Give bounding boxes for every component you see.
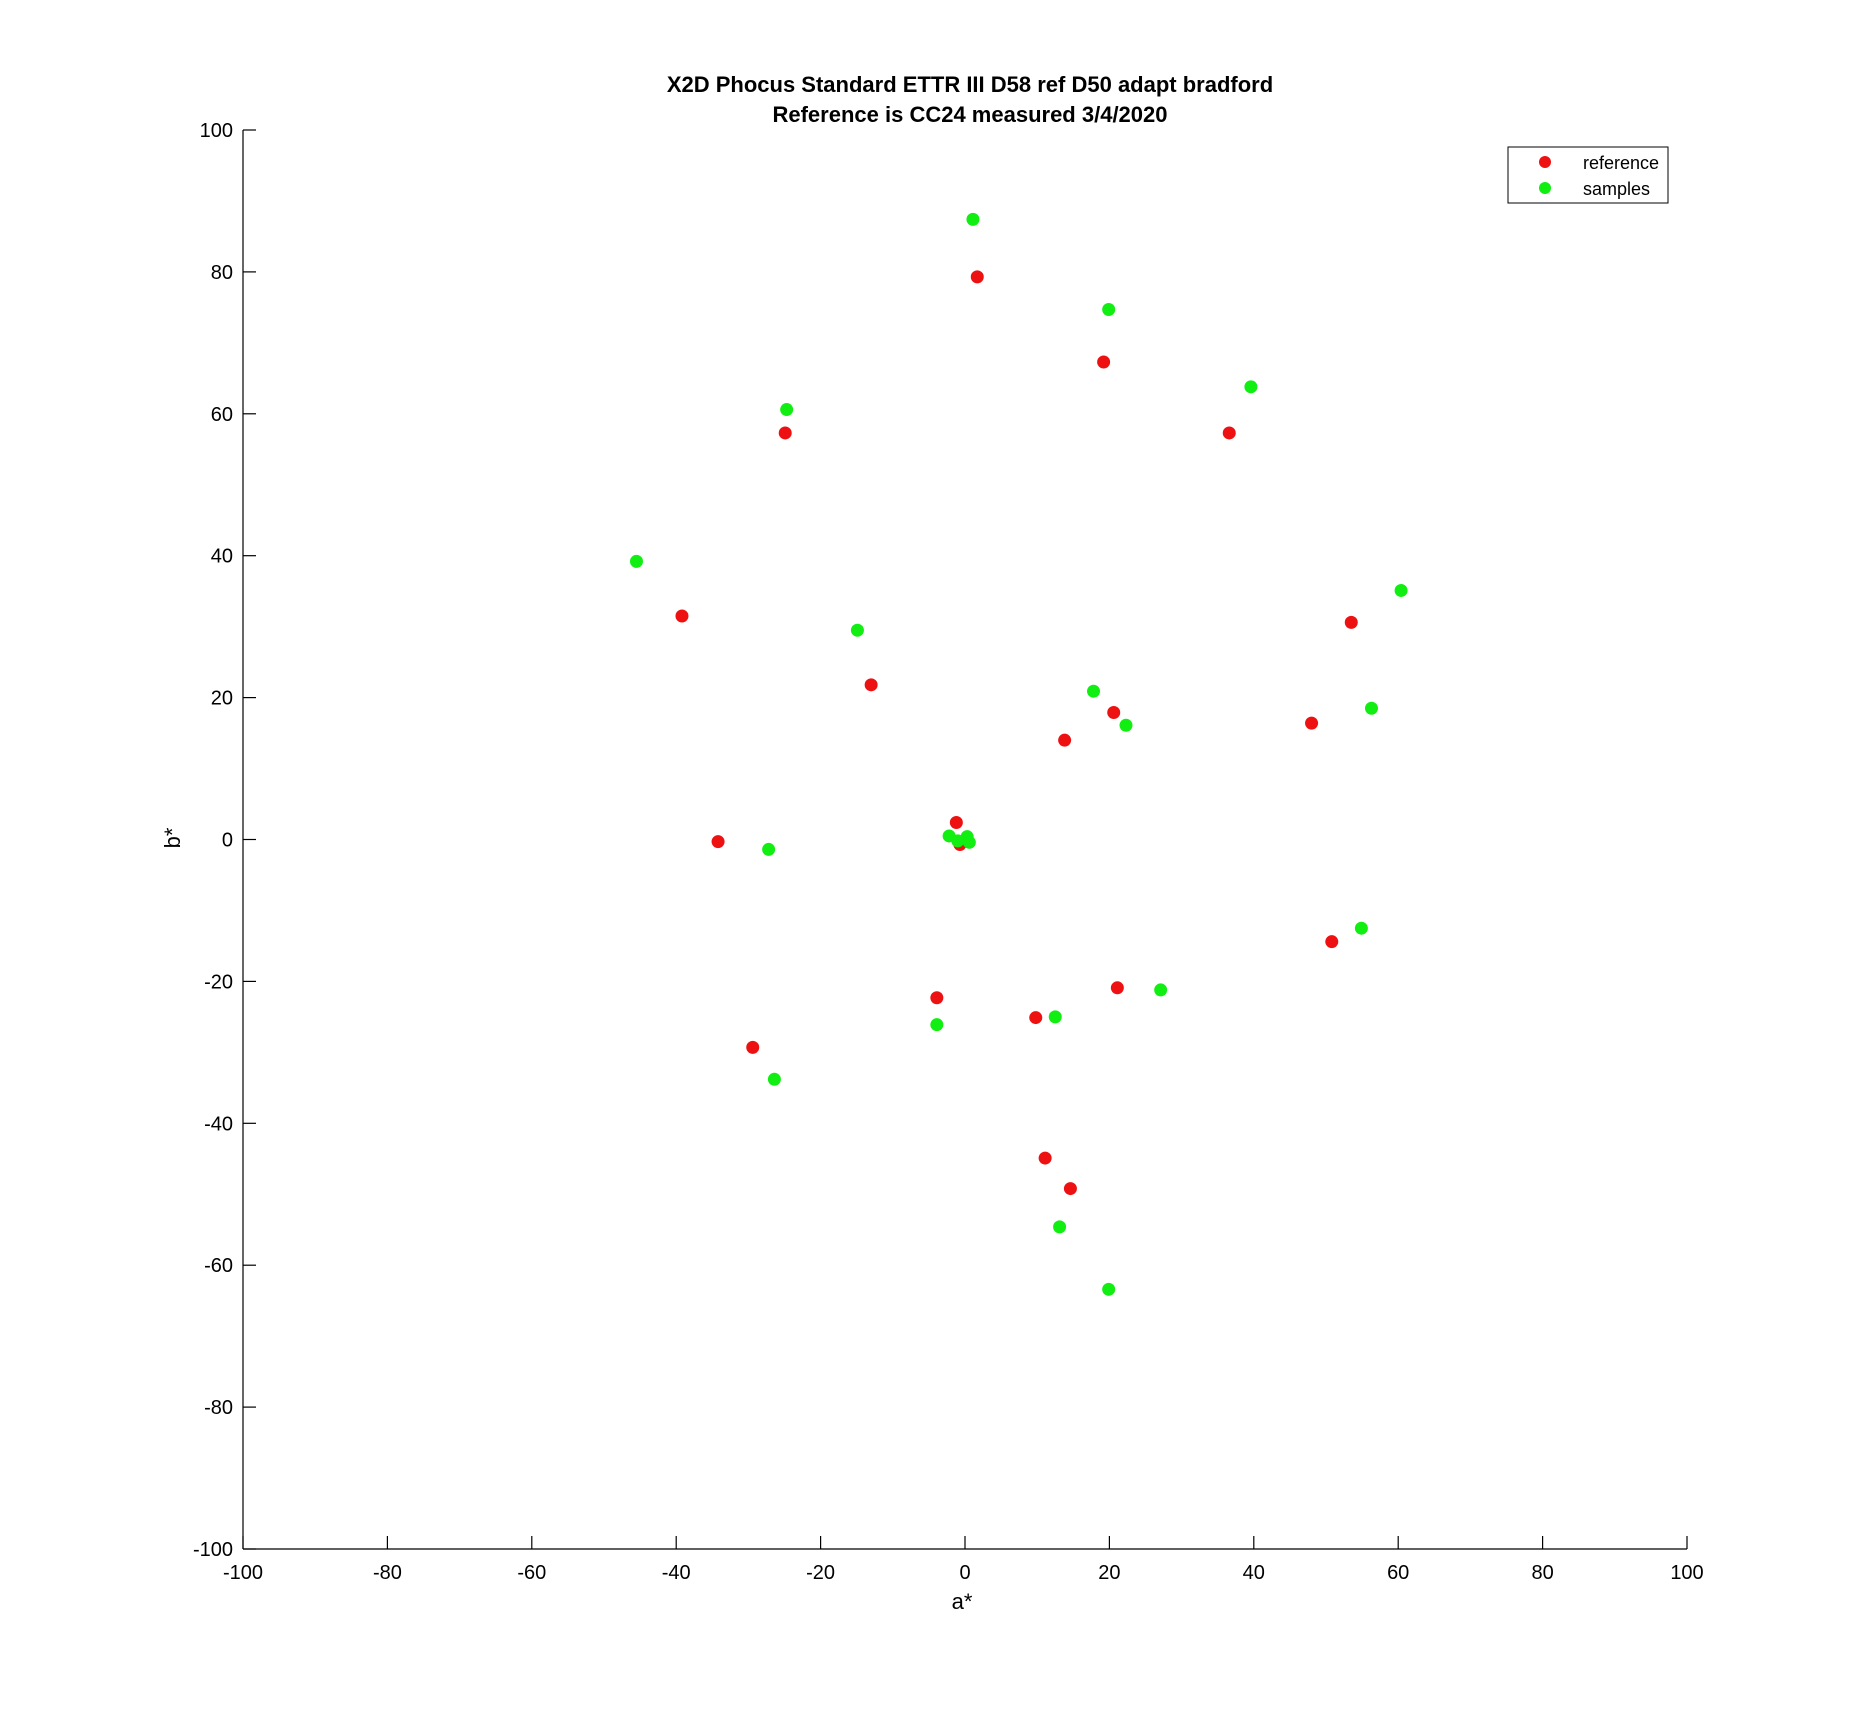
samples-point: [1087, 684, 1101, 698]
samples-point: [1048, 1010, 1062, 1024]
samples-point: [951, 834, 965, 848]
samples-point: [850, 623, 864, 637]
y-tick-label: -80: [204, 1397, 233, 1419]
x-tick-label: -60: [517, 1562, 546, 1584]
reference-point: [1038, 1151, 1052, 1165]
legend-marker-reference: [1539, 156, 1551, 168]
samples-point: [1102, 303, 1116, 317]
x-tick-label: 20: [1098, 1562, 1120, 1584]
samples-point: [767, 1072, 781, 1086]
reference-point: [1305, 716, 1319, 730]
samples-point: [780, 403, 794, 417]
reference-point: [930, 991, 944, 1005]
reference-point: [949, 815, 963, 829]
x-tick-label: -40: [662, 1562, 691, 1584]
reference-point: [1107, 705, 1121, 719]
y-axis-label: b*: [160, 827, 185, 848]
y-tick-label: 0: [222, 830, 233, 852]
samples-point: [1053, 1220, 1067, 1234]
y-tick-label: 40: [211, 546, 233, 568]
reference-point: [864, 678, 878, 692]
y-tick-label: -40: [204, 1113, 233, 1135]
samples-point: [1394, 583, 1408, 597]
reference-point: [1097, 355, 1111, 369]
reference-point: [1344, 615, 1358, 629]
samples-point: [1364, 701, 1378, 715]
reference-point: [1222, 426, 1236, 440]
legend-label-reference: reference: [1583, 153, 1659, 173]
samples-point: [930, 1018, 944, 1032]
reference-point: [746, 1040, 760, 1054]
samples-point: [1244, 380, 1258, 394]
y-tick-label: -100: [193, 1539, 233, 1561]
reference-point: [1058, 733, 1072, 747]
samples-point: [629, 554, 643, 568]
legend-box: [1507, 146, 1669, 204]
x-tick-label: 80: [1531, 1562, 1553, 1584]
samples-point: [762, 842, 776, 856]
y-tick-label: -20: [204, 971, 233, 993]
x-tick-label: 100: [1670, 1562, 1703, 1584]
x-tick-label: 40: [1243, 1562, 1265, 1584]
data-points: [629, 212, 1408, 1296]
x-tick-label: 0: [959, 1562, 970, 1584]
reference-point: [778, 426, 792, 440]
chart-title: X2D Phocus Standard ETTR III D58 ref D50…: [667, 72, 1273, 97]
x-tick-label: -100: [223, 1562, 263, 1584]
series-samples: [629, 212, 1408, 1296]
y-tick-label: 80: [211, 262, 233, 284]
samples-point: [966, 212, 980, 226]
reference-point: [1029, 1011, 1043, 1025]
samples-point: [1119, 718, 1133, 732]
samples-point: [1154, 983, 1168, 997]
reference-point: [1325, 935, 1339, 949]
y-tick-label: 100: [200, 120, 233, 142]
tick-labels: -100 -80 -60 -40 -20 0 20 40 60 80 100 -100 -80 -60 -4…: [193, 120, 1704, 1584]
y-tick-label: 20: [211, 688, 233, 710]
y-tick-label: -60: [204, 1255, 233, 1277]
reference-point: [1063, 1182, 1077, 1196]
samples-point: [1354, 921, 1368, 935]
y-tick-label: 60: [211, 404, 233, 426]
samples-point: [1102, 1282, 1116, 1296]
reference-point: [675, 609, 689, 623]
legend-label-samples: samples: [1583, 179, 1650, 199]
x-axis-label: a*: [952, 1589, 973, 1614]
x-tick-label: 60: [1387, 1562, 1409, 1584]
samples-point: [962, 835, 976, 849]
reference-point: [711, 835, 725, 849]
chart-subtitle: Reference is CC24 measured 3/4/2020: [772, 102, 1167, 127]
legend-marker-samples: [1539, 182, 1551, 194]
x-tick-label: -20: [806, 1562, 835, 1584]
reference-point: [1110, 981, 1124, 995]
reference-point: [970, 270, 984, 284]
x-tick-label: -80: [373, 1562, 402, 1584]
axes: [242, 129, 1688, 1550]
series-reference: [675, 270, 1358, 1196]
legend: reference samples: [1507, 146, 1669, 204]
